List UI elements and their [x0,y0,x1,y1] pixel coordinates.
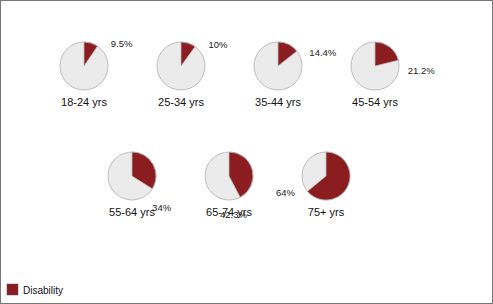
pie [205,152,253,200]
pie-title: 45-54 yrs [352,96,398,108]
pie [60,42,108,90]
pie-title: 18-24 yrs [61,96,107,108]
legend-label: Disability [23,285,63,296]
pie-title: 75+ yrs [308,206,345,218]
pie [254,42,302,90]
pie-rest [302,152,350,200]
pie-title: 55-64 yrs [109,206,155,218]
data-label: 64% [276,187,296,198]
pie-slice [375,42,398,66]
pie [157,42,205,90]
legend: Disability [7,284,63,296]
pie-slice [84,42,97,66]
data-label: 10% [208,39,228,50]
pie [108,152,156,200]
pie [302,152,350,200]
pie-slice [132,152,156,189]
data-label: 34% [152,202,172,213]
pie-rest [108,152,156,200]
frame [1,1,493,304]
pie [351,42,399,90]
pie-rest [351,42,399,90]
pie-slice [308,152,350,200]
pie-rest [205,152,253,200]
pie-rest [157,42,205,90]
pie-slice [181,42,195,66]
legend-swatch [7,284,18,295]
pie-title: 35-44 yrs [255,96,301,108]
data-label: 9.5% [111,38,133,49]
pie-rest [254,42,302,90]
pie-title: 25-34 yrs [158,96,204,108]
pie-slice [278,42,297,66]
pie-title: 65-74 yrs [206,206,252,218]
pie-rest [60,42,108,90]
data-label: 21.2% [408,65,435,76]
data-label: 14.4% [309,47,336,58]
chart: 9.5% 18-24 yrs 10% 25-34 yrs 14.4% 35-44 yrs 2… [0,0,493,304]
pie-slice [229,152,253,197]
